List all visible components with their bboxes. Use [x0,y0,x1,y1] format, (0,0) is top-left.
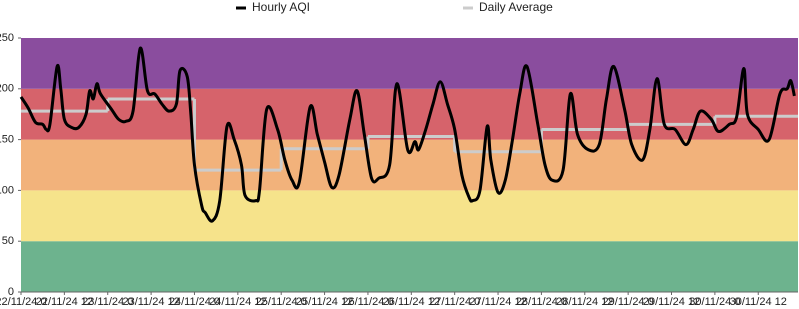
x-tick-label: 27/11/24 12 [469,296,526,308]
x-tick-label: 28/11/24 12 [556,296,613,308]
x-tick-label: 30/11/24 12 [730,296,787,308]
y-tick-label: 200 [0,83,14,95]
aqi-band [21,241,798,292]
aqi-band [21,38,798,89]
x-tick-label: 23/11/24 0 [82,296,133,308]
x-tick-label: 27/11/24 0 [429,296,480,308]
legend-label: Daily Average [479,0,553,14]
x-tick-label: 25/11/24 12 [296,296,353,308]
y-tick-label: 0 [8,286,14,298]
aqi-band [21,139,798,191]
y-tick-label: 150 [0,134,14,146]
x-tick-label: 25/11/24 0 [256,296,307,308]
hourly-line [19,46,796,223]
x-tick-label: 30/11/24 0 [689,296,740,308]
x-tick-label: 26/11/24 0 [342,296,393,308]
y-tick-label: 100 [0,184,14,196]
x-tick-label: 24/11/24 0 [169,296,220,308]
aqi-band [21,190,798,242]
x-tick-label: 28/11/24 0 [516,296,567,308]
x-tick-label: 22/11/24 0 [0,296,47,308]
x-tick-label: 26/11/24 12 [383,296,440,308]
x-tick-label: 23/11/24 12 [122,296,179,308]
x-tick-label: 29/11/24 0 [603,296,654,308]
y-tick-label: 250 [0,32,14,44]
x-tick-label: 29/11/24 12 [643,296,700,308]
legend-label: Hourly AQI [252,0,310,14]
aqi-band [21,88,798,140]
y-tick-label: 50 [2,235,14,247]
x-tick-label: 24/11/24 12 [209,296,266,308]
x-tick-label: 22/11/24 12 [36,296,93,308]
